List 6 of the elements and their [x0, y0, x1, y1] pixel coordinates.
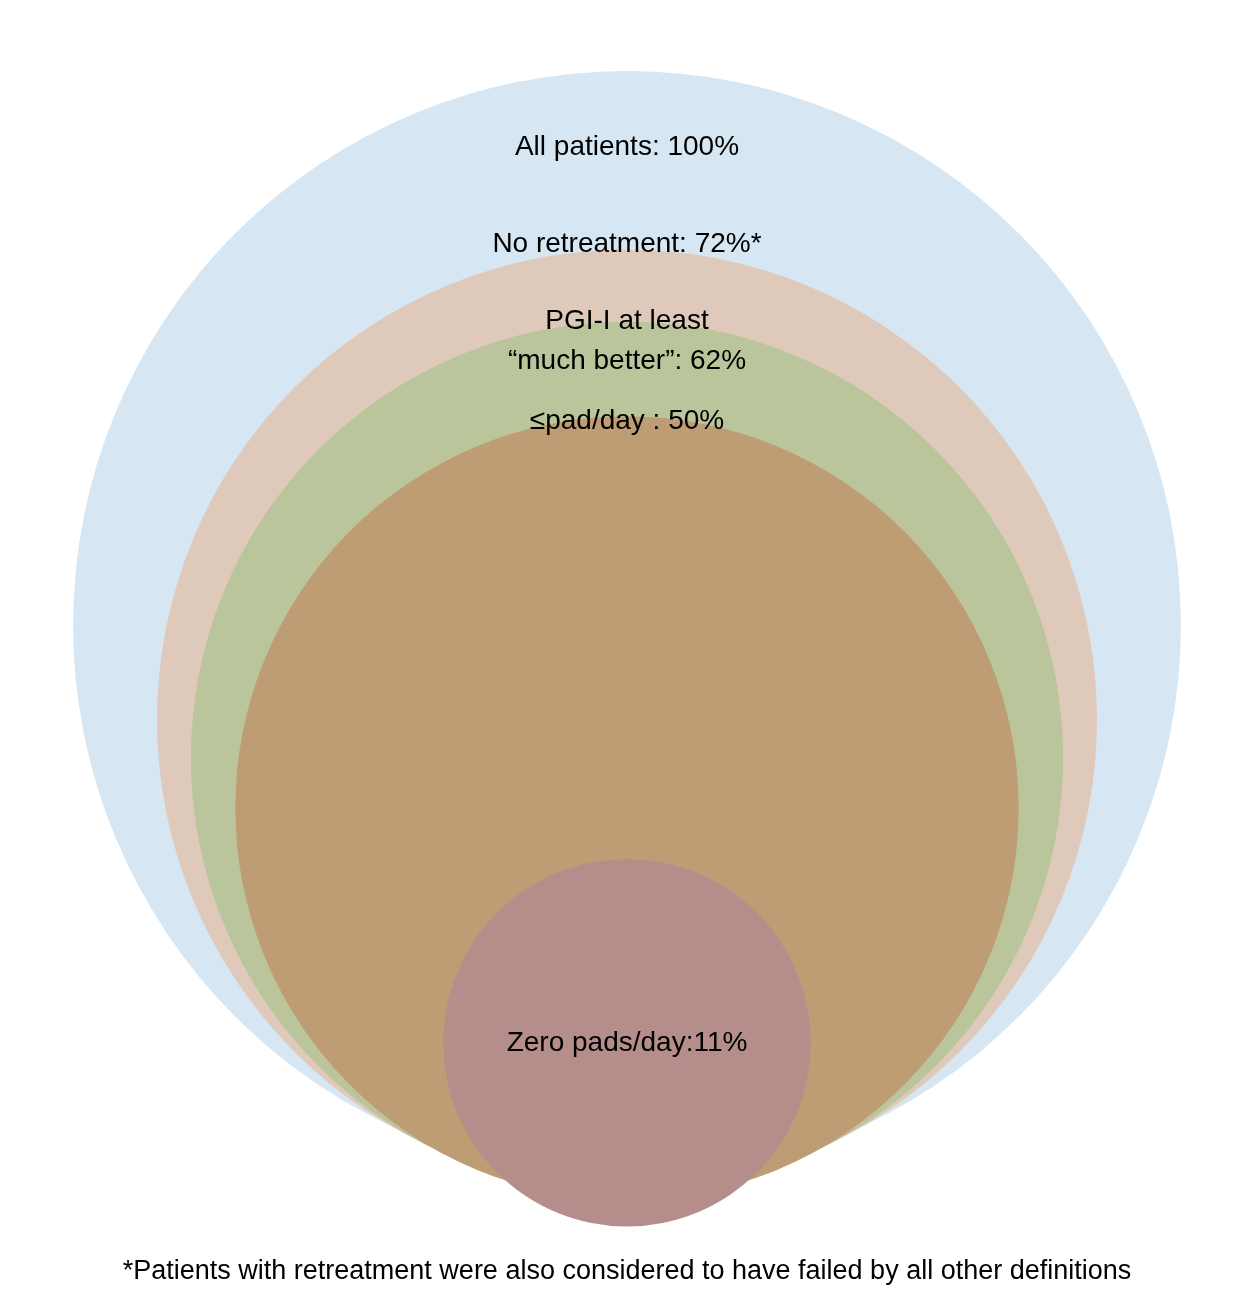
data-label: PGI-I at least “much better”: 62% [507, 303, 747, 375]
data-label: All patients: 100% [514, 130, 740, 161]
data-label: ≤pad/day : 50% [529, 404, 725, 436]
text: *Patients with retreatment were also considered to have failed by all other definitions [122, 1255, 1132, 1285]
data-label: No retreatment: 72%* [492, 227, 762, 259]
data-label: Zero pads/day:11% [506, 1025, 748, 1057]
